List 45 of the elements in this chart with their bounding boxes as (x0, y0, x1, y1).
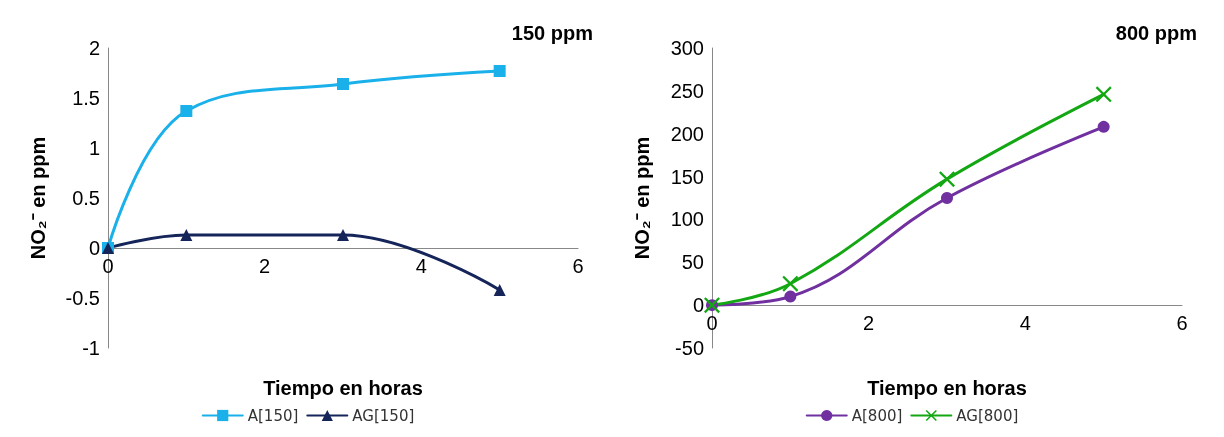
point (941, 192, 953, 204)
legend-label: A[150] (247, 406, 299, 425)
y-tick-label: 300 (670, 37, 704, 59)
y-tick-label: 1 (88, 137, 100, 159)
chart-title: 150 ppm (511, 22, 594, 44)
y-tick-label: 1.5 (72, 87, 100, 109)
chart-title: 800 ppm (1115, 22, 1198, 44)
y-tick-label: -0.5 (65, 287, 100, 309)
y-tick-label: 250 (670, 79, 704, 102)
point (180, 105, 193, 117)
y-tick-label: 2 (88, 37, 100, 59)
point (337, 229, 349, 241)
point (180, 229, 193, 241)
x-tick-label: 0 (706, 312, 718, 335)
x-tick-label: 6 (572, 255, 584, 277)
point (939, 171, 955, 188)
x-tick-label: 4 (415, 255, 427, 277)
y-tick-label: 200 (670, 122, 704, 145)
x-axis-title: Tiempo en horas (867, 377, 1027, 399)
y-axis-title: NO₂⁻ en ppm (27, 136, 49, 260)
x-axis-title: Tiempo en horas (263, 377, 423, 399)
y-tick-label: -1 (82, 337, 100, 359)
x-tick-label: 0 (102, 255, 114, 277)
point (784, 290, 797, 303)
point (782, 275, 799, 292)
y-tick-label: -50 (675, 337, 704, 359)
point (493, 284, 506, 296)
legend-label: AG[800] (956, 406, 1019, 425)
y-tick-label: 50 (681, 251, 704, 274)
legend-label: A[800] (851, 406, 903, 425)
x-tick-label: 4 (1019, 312, 1031, 335)
point (337, 78, 349, 90)
y-tick-label: 0.5 (72, 187, 100, 209)
x-tick-label: 6 (1176, 312, 1188, 335)
x-tick-label: 2 (259, 255, 271, 277)
y-axis-title: NO₂⁻ en ppm (631, 136, 653, 260)
y-tick-label: 150 (670, 165, 704, 188)
y-tick-label: 0 (88, 237, 100, 259)
point (493, 65, 506, 77)
point (1095, 86, 1112, 103)
y-tick-label: 0 (692, 294, 704, 317)
legend-label: AG[150] (352, 406, 415, 425)
y-tick-label: 100 (670, 208, 704, 231)
point (1097, 120, 1110, 133)
x-tick-label: 2 (863, 312, 875, 335)
